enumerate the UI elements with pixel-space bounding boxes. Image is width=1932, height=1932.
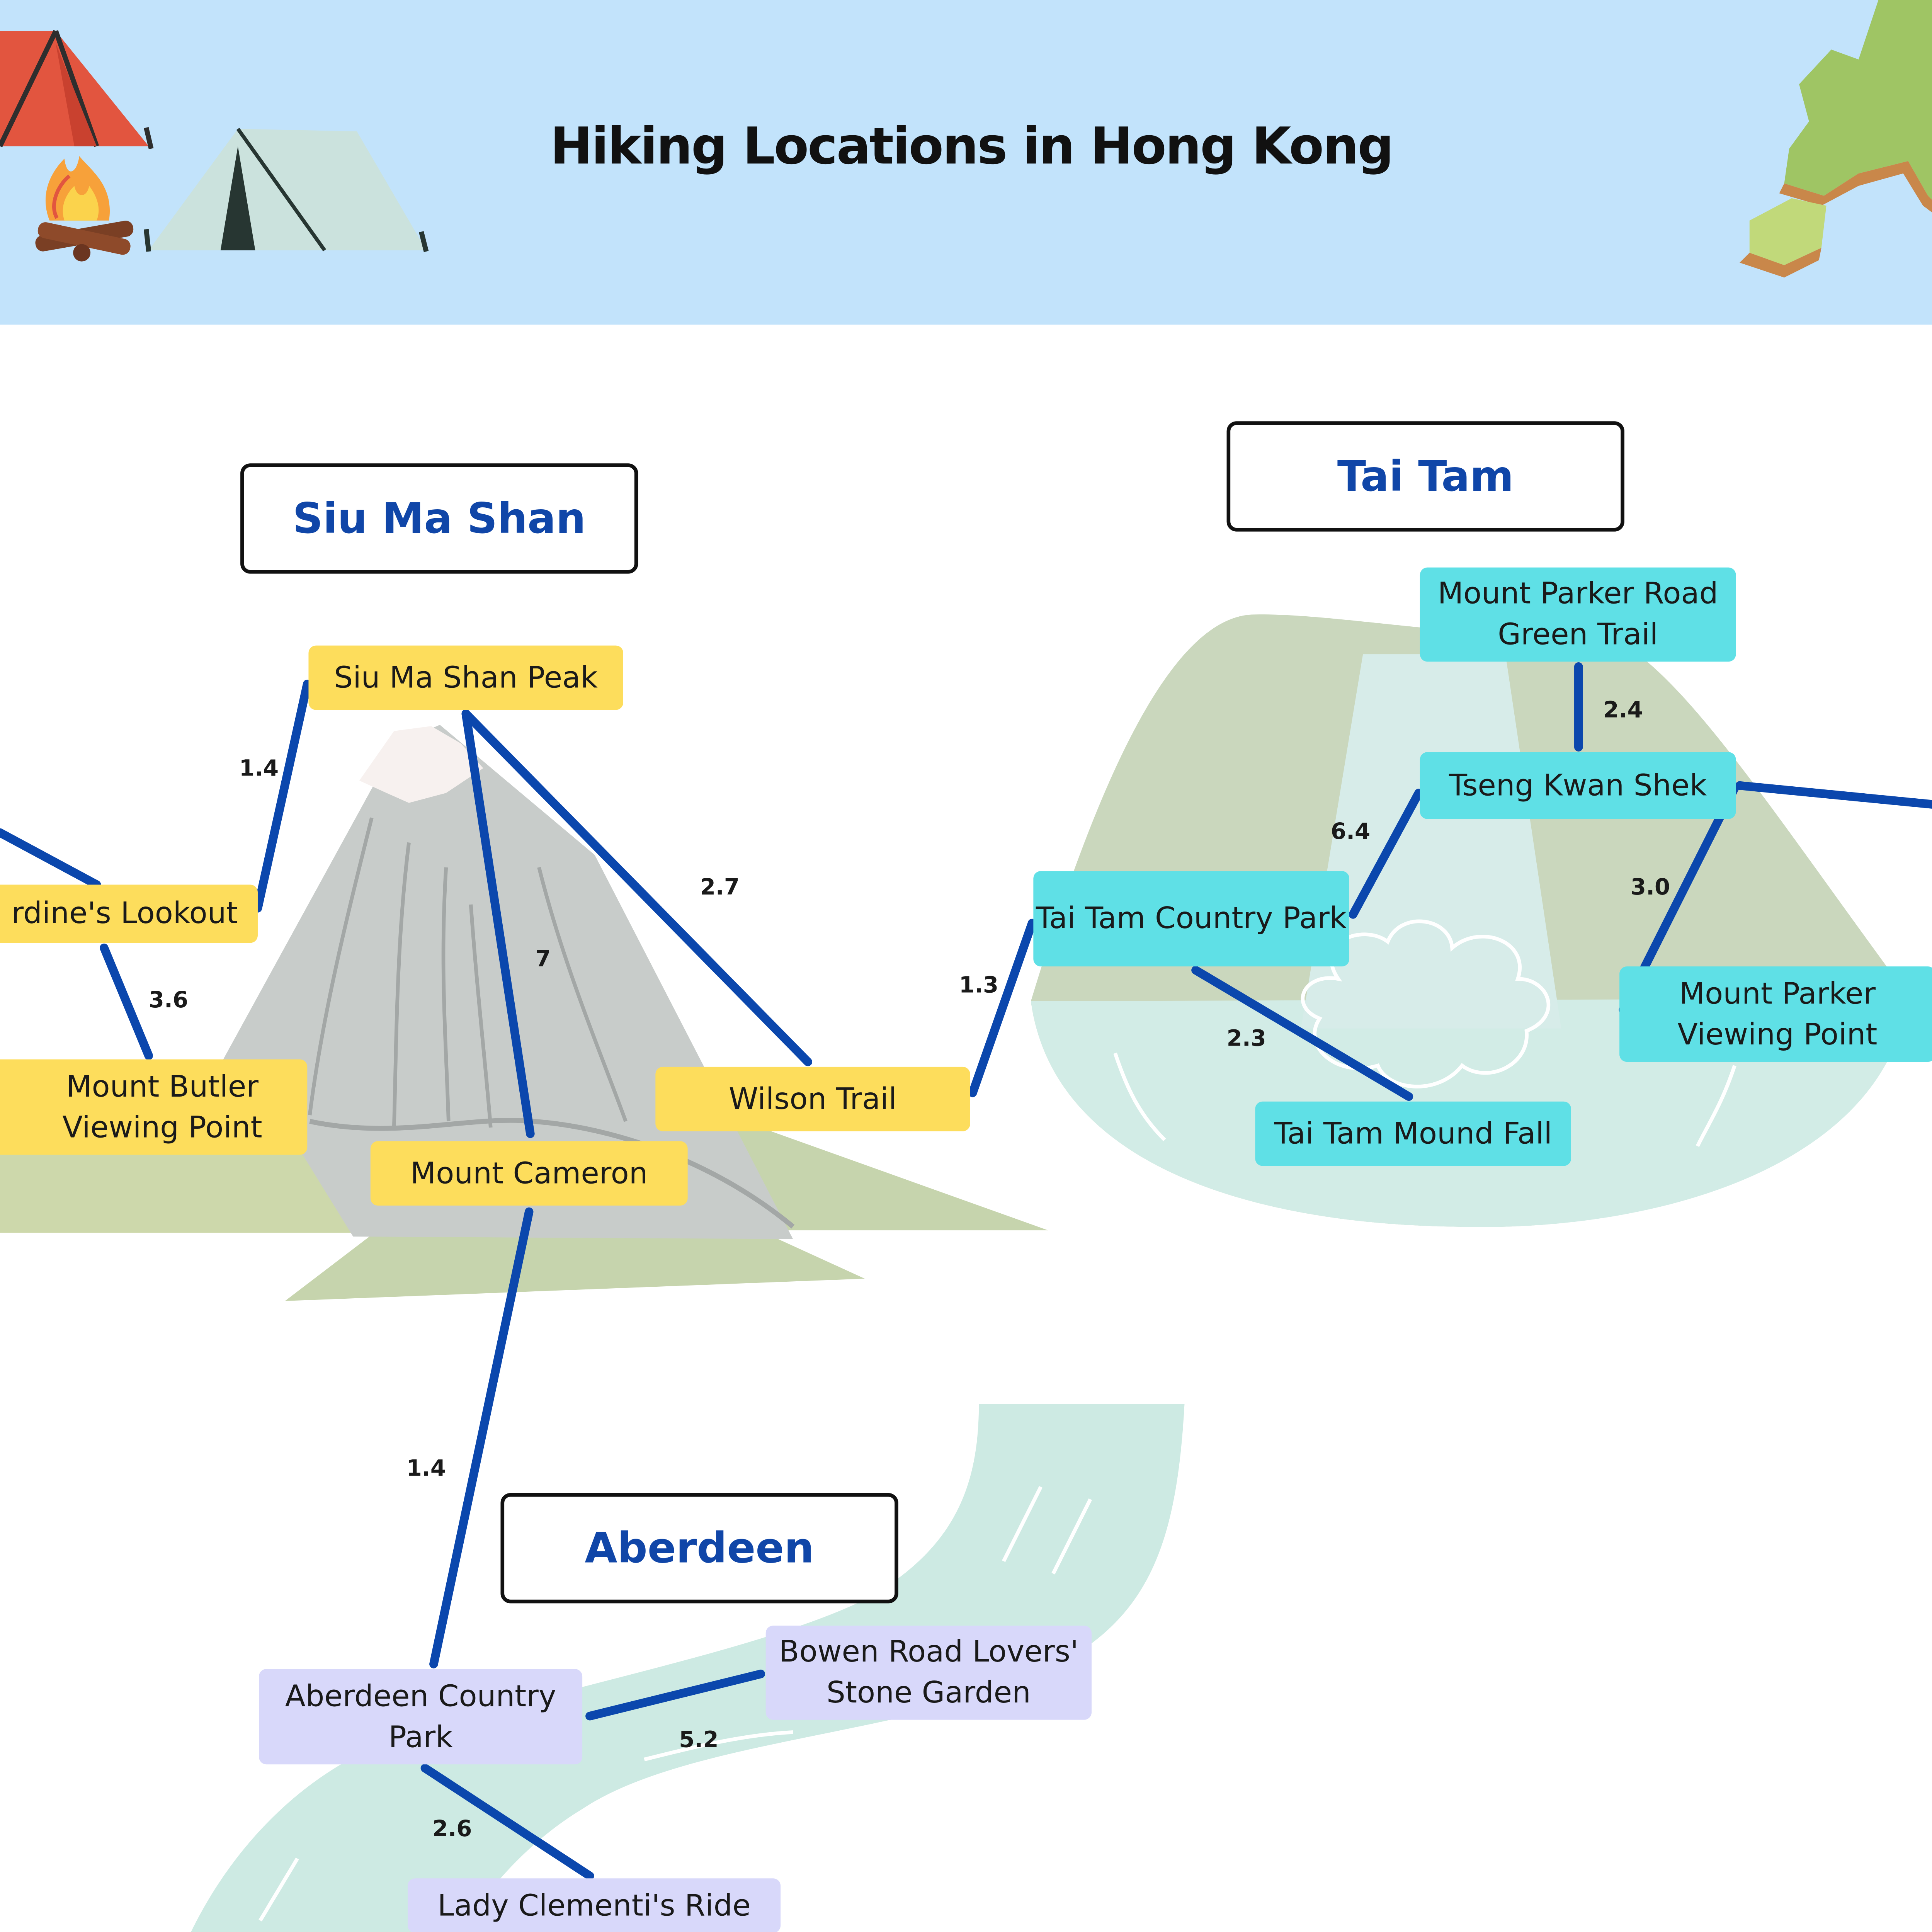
connector-line: [1735, 781, 1932, 809]
connector-line: [429, 1207, 534, 1668]
distance-label: 1.3: [959, 973, 999, 999]
green-tent-icon: [144, 128, 429, 252]
location-jardines-lookout: rdine's Lookout: [0, 884, 258, 943]
location-mount-cameron: Mount Cameron: [370, 1141, 688, 1206]
island-map-icon: [1740, 0, 1932, 278]
region-label-aberdeen: Aberdeen: [500, 1493, 898, 1604]
distance-label: 2.3: [1226, 1026, 1266, 1052]
distance-label: 1.4: [406, 1456, 446, 1482]
location-tai-tam-country-park: Tai Tam Country Park: [1033, 871, 1350, 967]
connector-line: [1349, 789, 1423, 919]
location-siu-ma-shan-peak: Siu Ma Shan Peak: [308, 645, 623, 710]
location-tseng-kwan-shek: Tseng Kwan Shek: [1420, 752, 1736, 819]
location-wilson-trail: Wilson Trail: [655, 1066, 970, 1131]
connector-line: [585, 1669, 765, 1721]
location-mount-parker-road-green-trail: Mount Parker Road Green Trail: [1420, 567, 1736, 662]
distance-label: 7: [535, 946, 551, 973]
distance-label: 2.6: [432, 1816, 472, 1843]
location-lady-clementis-ride: Lady Clementi's Ride: [407, 1878, 781, 1932]
distance-label: 6.4: [1330, 819, 1371, 845]
campfire-icon: [35, 156, 134, 262]
connector-line: [461, 709, 535, 1138]
river-illustration: [191, 1404, 1185, 1932]
page-title: Hiking Locations in Hong Kong: [550, 116, 1394, 176]
location-tai-tam-mound-fall: Tai Tam Mound Fall: [1255, 1101, 1571, 1166]
location-mount-butler-viewing-point: Mount Butler Viewing Point: [0, 1059, 308, 1155]
distance-label: 1.4: [239, 756, 279, 782]
connector-line: [461, 709, 812, 1066]
connector-line: [253, 679, 312, 913]
region-label-siu-ma-shan: Siu Ma Shan: [240, 463, 638, 574]
connector-line: [420, 1764, 594, 1881]
distance-label: 2.7: [700, 874, 740, 901]
distance-label: 2.4: [1603, 697, 1643, 724]
connector-line: [0, 828, 101, 889]
connector-line: [1191, 966, 1413, 1101]
distance-label: 3.0: [1630, 874, 1670, 901]
connector-line: [968, 918, 1037, 1097]
location-bowen-road-lovers-stone-garden: Bowen Road Lovers' Stone Garden: [765, 1626, 1092, 1720]
red-tent-icon: [0, 30, 154, 150]
distance-label: 5.2: [679, 1727, 719, 1753]
distance-label: 3.6: [148, 987, 189, 1014]
connector-line: [100, 943, 153, 1060]
connector-lines: [0, 662, 1932, 1881]
location-aberdeen-country-park: Aberdeen Country Park: [259, 1669, 583, 1765]
region-label-tai-tam: Tai Tam: [1226, 421, 1624, 532]
location-mount-parker-viewing-point: Mount Parker Viewing Point: [1619, 966, 1932, 1062]
